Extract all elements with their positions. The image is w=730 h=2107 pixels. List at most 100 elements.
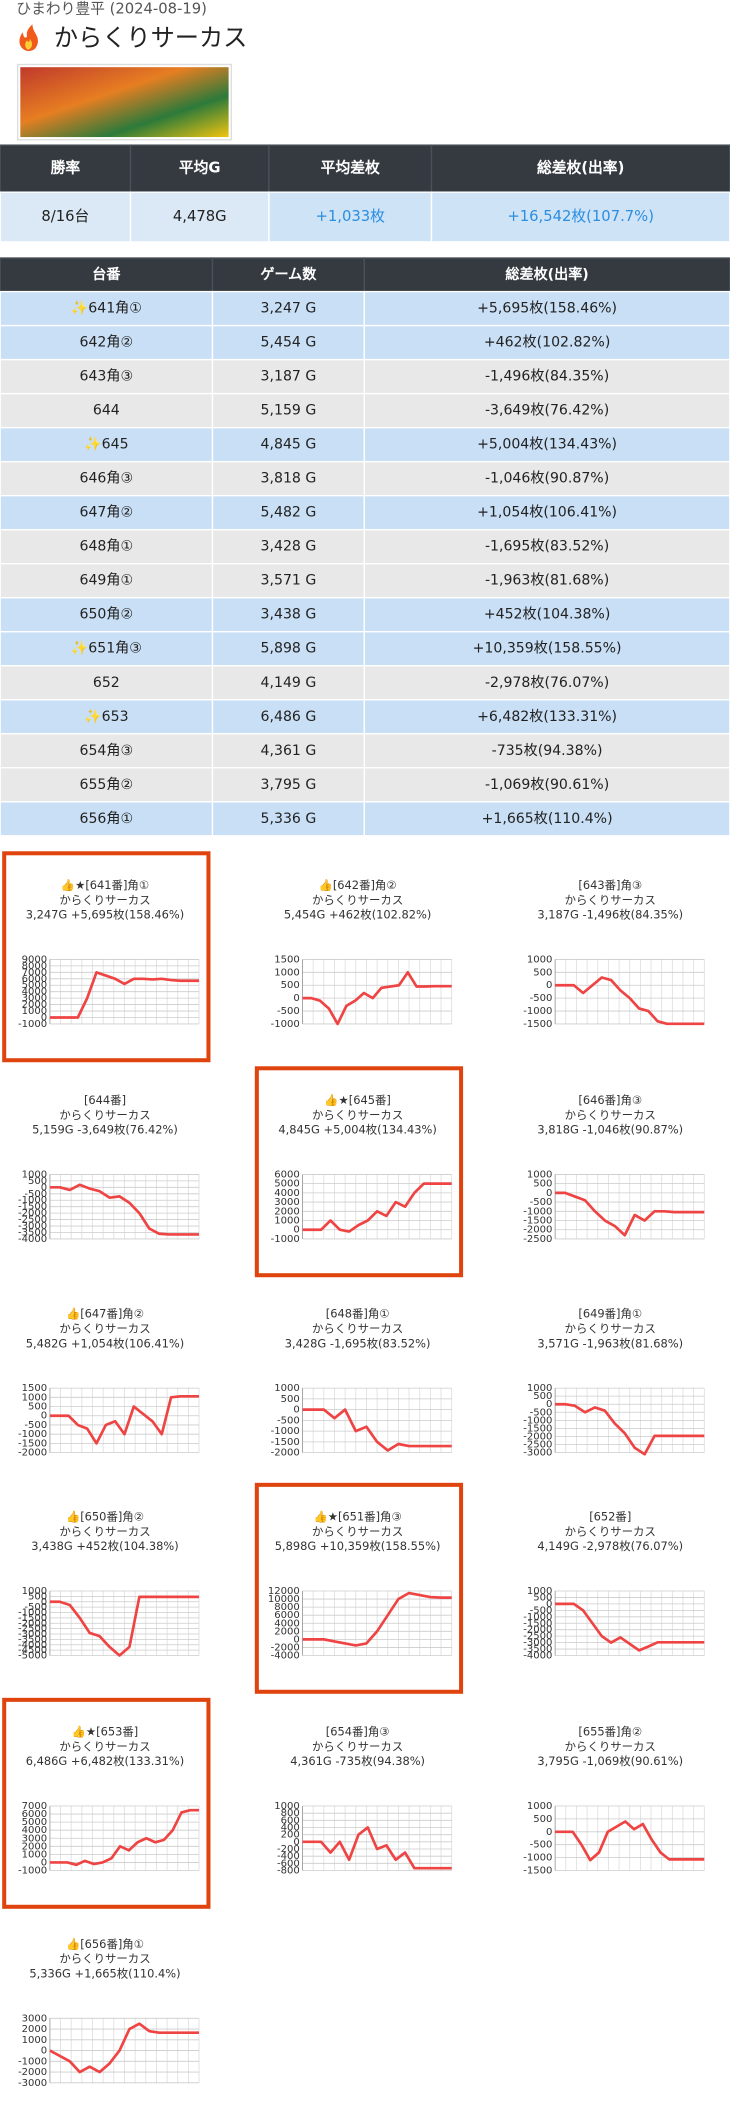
summary-cell (430, 191, 730, 243)
table-value: 4,845 G (261, 437, 317, 453)
graph-model: からくりサーカス (59, 1952, 150, 1966)
y-tick-label: 500 (28, 1402, 47, 1413)
graph-stats: 5,898G +10,359枚(158.55%) (275, 1539, 441, 1553)
table-value: 3,818 G (261, 471, 317, 487)
y-tick-label: -1500 (523, 1618, 552, 1629)
y-tick-label: -4000 (18, 1234, 47, 1245)
graph-card-bg (508, 1698, 710, 1903)
y-tick-label: 5000 (274, 1179, 300, 1190)
graph-line (49, 970, 200, 1019)
graph-title: 👍[642番]角② (319, 878, 397, 892)
table-value: 4,149 G (261, 675, 317, 691)
y-tick-label: -1000 (18, 1608, 47, 1619)
y-tick-label: -1500 (18, 1202, 47, 1213)
graph-card-bg (508, 1066, 710, 1272)
y-tick-label: 0 (41, 2046, 47, 2057)
y-tick-label: 8000 (274, 1602, 300, 1613)
graph-stats: 3,187G -1,496枚(84.35%) (537, 908, 683, 922)
y-tick-label: 0 (41, 1411, 47, 1422)
y-tick-label: 12000 (268, 1586, 300, 1597)
y-tick-label: 4000 (274, 1618, 300, 1629)
summary-header: 勝率 (51, 159, 81, 177)
graph-card-bg (508, 1483, 710, 1688)
table-value: 5,482 G (261, 505, 317, 521)
y-tick-label: 500 (533, 1179, 552, 1190)
graph-stats: 5,482G +1,054枚(106.41%) (26, 1336, 184, 1350)
y-tick-label: 1500 (274, 954, 300, 965)
y-tick-label: -2500 (18, 1624, 47, 1635)
y-tick-label: 0 (293, 1405, 299, 1416)
table-value: +462枚(102.82%) (484, 335, 611, 351)
y-tick-label: -200 (277, 1844, 300, 1855)
graph-line (49, 1595, 200, 1657)
graph-card-bg (2, 851, 205, 1057)
graph-stats: 4,845G +5,004枚(134.43%) (278, 1123, 436, 1137)
table-cell (211, 324, 366, 361)
y-tick-label: 4000 (22, 987, 48, 998)
y-tick-label: 5000 (22, 980, 48, 991)
y-tick-label: -1000 (18, 1195, 47, 1206)
table-header: 総差枚(出率) (505, 266, 588, 283)
table-value: 3,247 G (261, 301, 317, 317)
graph-stats: 6,486G +6,482枚(133.31%) (26, 1754, 184, 1768)
table-value: -3,649枚(76.42%) (485, 403, 609, 419)
header-subtitle: ひまわり豊平 (2024-08-19) (16, 0, 207, 17)
graph-model: からくりサーカス (312, 1321, 403, 1335)
table-value: -735枚(94.38%) (492, 743, 603, 759)
y-tick-label: -800 (277, 1866, 300, 1877)
y-tick-label: 2000 (22, 1000, 48, 1011)
y-tick-label: -500 (24, 1189, 47, 1200)
table-value: 656角① (80, 811, 134, 827)
table-value: 654角③ (80, 743, 134, 759)
table-value: 5,159 G (261, 403, 317, 419)
graph-model: からくりサーカス (565, 1739, 656, 1753)
table-header: ゲーム数 (260, 266, 317, 283)
fire-icon-core (25, 38, 33, 50)
y-tick-label: 1000 (527, 1801, 553, 1812)
y-tick-label: -2000 (18, 1618, 47, 1629)
y-tick-label: 600 (281, 1815, 300, 1826)
summary-header-cell (129, 144, 270, 193)
graph-card-bg (2, 1483, 205, 1688)
y-tick-label: -1000 (523, 1612, 552, 1623)
graph-stats: 4,361G -735枚(94.38%) (290, 1754, 425, 1768)
summary-cell (0, 191, 132, 243)
y-tick-label: -1000 (523, 1853, 552, 1864)
table-value: ✨653 (84, 708, 128, 725)
y-tick-label: -500 (277, 1006, 300, 1017)
table-value: +1,054枚(106.41%) (477, 505, 617, 521)
table-cell (0, 290, 214, 327)
graph-title: [649番]角① (578, 1307, 642, 1321)
table-cell (211, 392, 366, 429)
graph-stats: 3,818G -1,046枚(90.87%) (537, 1123, 683, 1137)
table-cell (0, 733, 214, 769)
table-value: 646角③ (80, 471, 134, 487)
y-tick-label: 0 (293, 1634, 299, 1645)
table-value: -1,046枚(90.87%) (485, 471, 609, 487)
y-tick-label: -4000 (523, 1651, 552, 1662)
graph-line (555, 1402, 705, 1456)
graph-card-bg (255, 1066, 458, 1272)
graph-card-bg (255, 1483, 458, 1688)
y-tick-label: 400 (281, 1823, 300, 1834)
graph-title: [643番]角③ (578, 878, 642, 892)
y-tick-label: 6000 (22, 974, 48, 985)
y-tick-label: -3500 (18, 1227, 47, 1238)
table-header-cell (0, 257, 214, 293)
table-value: -1,496枚(84.35%) (485, 369, 609, 385)
table-cell (211, 801, 366, 837)
graph-title: [655番]角② (578, 1725, 642, 1739)
graph-title: [652番] (589, 1510, 631, 1524)
y-tick-label: -1000 (271, 1234, 300, 1245)
summary-header-cell (0, 144, 132, 193)
graph-model: からくりサーカス (59, 1108, 150, 1122)
table-cell (211, 563, 366, 599)
